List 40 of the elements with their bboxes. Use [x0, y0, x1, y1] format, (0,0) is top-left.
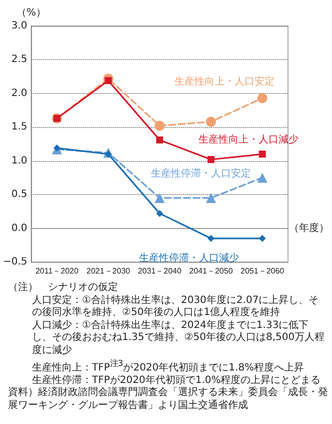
point — [53, 144, 60, 152]
point — [206, 192, 216, 203]
point — [156, 210, 164, 217]
x-tick-label: 2051－2060 — [240, 266, 285, 276]
point — [207, 156, 214, 164]
y-tick-label: 2.5 — [11, 54, 28, 66]
point — [258, 150, 266, 158]
text: 人口安定：①合計特殊出生率は、2030年度に2.07に上昇し、その後同水準を維持、②50年後の人口は1億人程度を維持 — [31, 294, 320, 320]
point — [206, 116, 216, 127]
point — [104, 77, 112, 84]
point — [156, 136, 164, 144]
y-tick-label: 0.0 — [11, 222, 28, 234]
point — [154, 120, 165, 131]
series-label: 生産性停滞・人口減少 — [138, 252, 239, 264]
x-tick-label: 2021－2030 — [86, 266, 131, 276]
x-tick-label: 2031－2040 — [138, 266, 182, 276]
text: 人口減少：①合計特殊出生率は、2024年度までに1.33に低下し、その後おおむね1.35で維持、②50年後の人口は8,500万人程度に減少 — [31, 320, 326, 357]
series-label: 生産性向上・人口安定 — [174, 76, 274, 88]
text: 生産性停滞：TFPが2020年代初頭で1.0%程度の上昇にとどまる — [31, 374, 322, 386]
point — [258, 234, 266, 242]
y-tick-label: 0.5 — [11, 189, 28, 200]
text: 資料）経済財政諮問会議専門調査会「選択する未来」委員会「成長・発展ワーキング・グループ報告書」より国土交通省作成 — [8, 387, 328, 412]
x-tick-label: 2011－2020 — [35, 266, 80, 276]
x-tick-label: 2041－2050 — [189, 266, 234, 276]
series-label: 生産性停滞・人口安定 — [150, 167, 251, 180]
y-tick-label: 3.0 — [11, 20, 28, 32]
point — [154, 192, 165, 203]
y-tick-label: 1.0 — [11, 155, 28, 166]
text: 生産性向上：TFP$^{注3}$が2020年代初頭までに1.8%程度へ上昇 — [31, 357, 306, 374]
y-axis-title: （%） — [16, 8, 46, 18]
y-tick-label: 1.5 — [11, 122, 28, 133]
point — [207, 234, 214, 242]
point — [257, 93, 268, 104]
y-tick-label: 2.0 — [11, 88, 28, 99]
x-axis-title: （年度） — [289, 222, 329, 234]
series-label: 生産性向上・人口減少 — [198, 134, 298, 146]
point — [104, 150, 112, 158]
point — [257, 172, 268, 183]
text: （注） シナリオの仮定 — [8, 282, 119, 294]
y-tick-label: −0.5 — [2, 256, 28, 268]
